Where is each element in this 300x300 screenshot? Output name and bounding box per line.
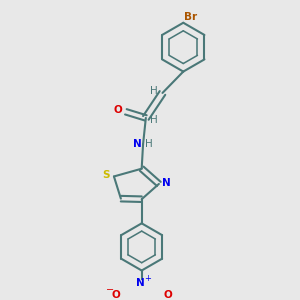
Text: S: S (102, 170, 110, 180)
Text: H: H (150, 86, 158, 96)
Text: N: N (162, 178, 171, 188)
Text: O: O (112, 290, 120, 300)
Text: H: H (145, 139, 153, 149)
Text: N: N (133, 139, 141, 149)
Text: H: H (150, 115, 158, 125)
Text: −: − (106, 285, 114, 295)
Text: +: + (144, 274, 151, 283)
Text: N: N (136, 278, 145, 288)
Text: O: O (163, 290, 172, 300)
Text: O: O (114, 105, 122, 116)
Text: Br: Br (184, 12, 197, 22)
